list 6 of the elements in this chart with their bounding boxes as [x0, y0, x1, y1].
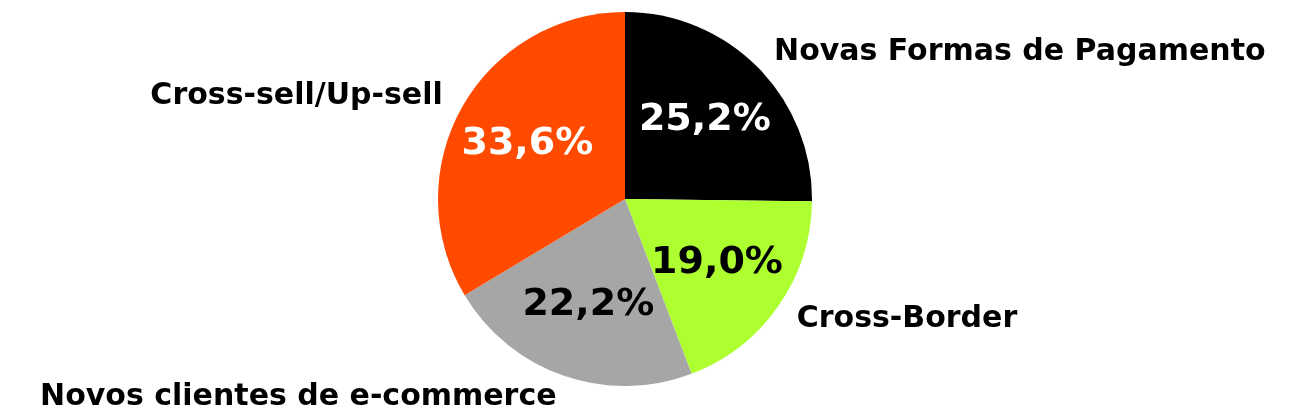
data-label: 33,6%	[461, 118, 594, 163]
slice-label: Cross-Border	[796, 298, 1018, 334]
slice-label: Novas Formas de Pagamento	[774, 31, 1266, 67]
slice-label: Cross-sell/Up-sell	[150, 75, 443, 111]
data-label: 25,2%	[638, 95, 771, 140]
slice-label: Novos clientes de e-commerce	[40, 376, 557, 412]
